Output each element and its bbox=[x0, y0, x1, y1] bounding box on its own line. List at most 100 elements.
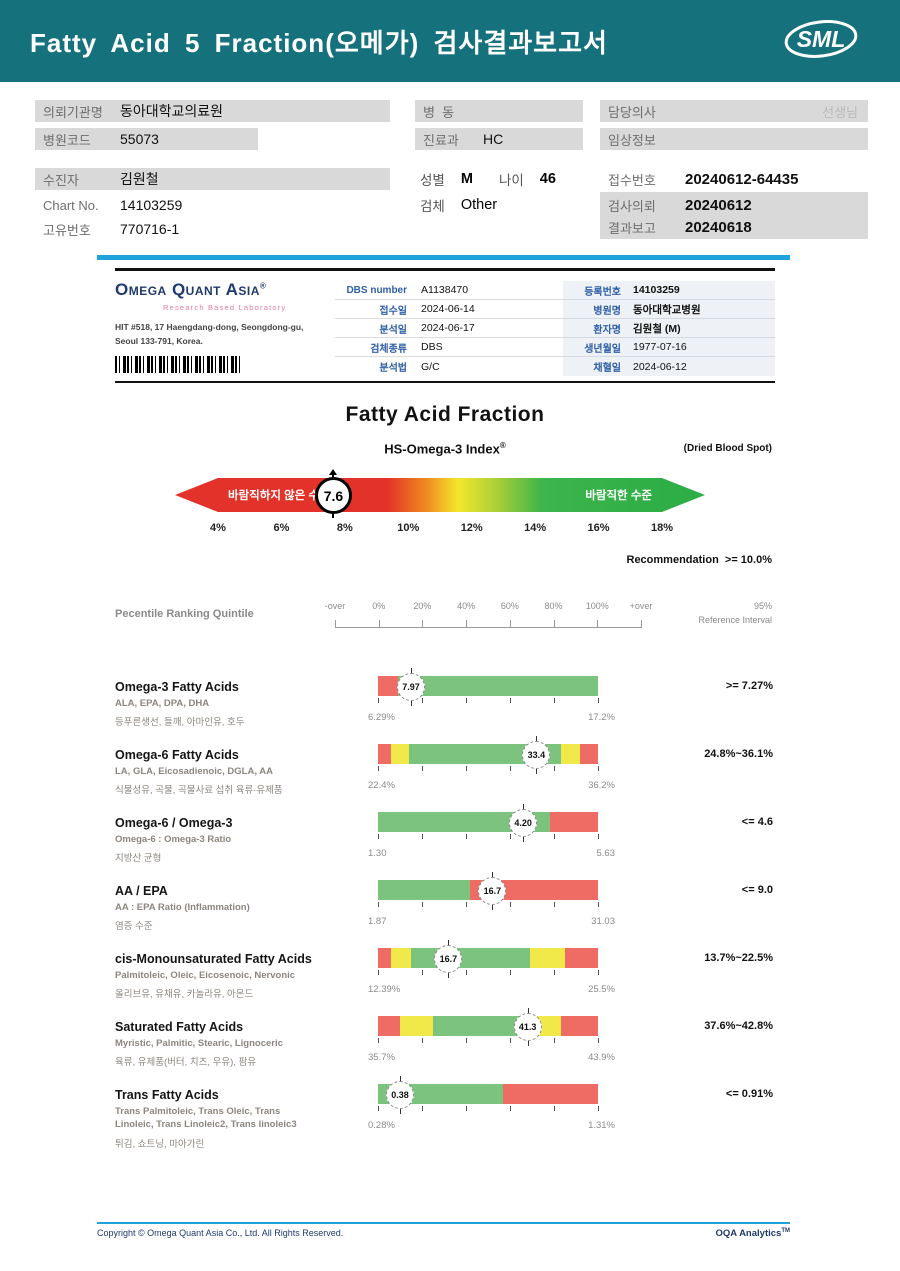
bar-segment-red bbox=[560, 1016, 598, 1036]
patient-meta-label: 등록번호 bbox=[584, 286, 621, 298]
result-row: Trans Fatty Acids Trans Palmitoleic, Tra… bbox=[115, 1076, 775, 1150]
patient-meta-label: 채혈일 bbox=[593, 363, 621, 374]
quintile-axis-label: -over bbox=[324, 601, 346, 611]
result-value: 16.7 bbox=[439, 954, 458, 964]
lab-name-regmark: ® bbox=[259, 281, 267, 291]
result-range-min: 35.7% bbox=[368, 1052, 395, 1063]
bar-tick bbox=[554, 970, 555, 975]
bar-segment-red bbox=[378, 676, 398, 696]
field-ward: 병 동 bbox=[415, 100, 583, 122]
result-name: Saturated Fatty Acids bbox=[115, 1020, 244, 1034]
result-range-max: 25.5% bbox=[588, 984, 615, 995]
bar-tick bbox=[598, 698, 599, 703]
gauge-tick-label: 8% bbox=[336, 522, 353, 534]
patient-meta-value: 동아대학교병원 bbox=[633, 303, 701, 316]
result-reference-interval: 37.6%~42.8% bbox=[704, 1020, 773, 1032]
lab-meta-value: A1138470 bbox=[421, 284, 469, 296]
result-desc-korean: 육류, 유제품(버터, 치즈, 우유), 팜유 bbox=[115, 1057, 257, 1068]
bar-segment-red bbox=[378, 1016, 400, 1036]
lab-meta-row: 접수일 2024-06-14 bbox=[335, 300, 567, 319]
field-patient: 수진자 김원철 bbox=[35, 168, 390, 190]
omega3-index-value: 7.6 bbox=[323, 487, 344, 504]
gauge-left-label: 바람직하지 않은 수준 bbox=[228, 490, 330, 502]
field-recv-no-value: 20240612-64435 bbox=[685, 170, 799, 188]
field-specimen-value: Other bbox=[460, 197, 498, 213]
card-top-rule bbox=[115, 268, 775, 271]
field-uid: 고유번호 770716-1 bbox=[35, 218, 390, 240]
lab-address-line2: Seoul 133-791, Korea. bbox=[115, 336, 203, 346]
lab-address-line1: HIT #518, 17 Haengdang-dong, Seongdong-g… bbox=[115, 322, 304, 332]
patient-meta-row: 생년월일 1977-07-16 bbox=[563, 338, 775, 357]
quintile-axis-label: 40% bbox=[457, 601, 476, 611]
field-age-value: 46 bbox=[539, 171, 556, 187]
bar-segment-yellow bbox=[529, 948, 565, 968]
marker-pin-down-icon bbox=[332, 511, 335, 518]
lab-meta-row: 분석일 2024-06-17 bbox=[335, 319, 567, 338]
bar-tick bbox=[422, 970, 423, 975]
result-range-max: 31.03 bbox=[591, 916, 615, 927]
omega3-index-gauge: 바람직하지 않은 수준 바람직한 수준 bbox=[218, 478, 662, 512]
field-report-date-label: 결과보고 bbox=[608, 220, 656, 236]
result-reference-interval: 13.7%~22.5% bbox=[704, 952, 773, 964]
bar-tick bbox=[598, 834, 599, 839]
field-patient-value: 김원철 bbox=[120, 171, 159, 187]
result-desc: LA, GLA, Eicosadienoic, DGLA, AA bbox=[115, 766, 273, 777]
result-desc-korean: 식물성유, 곡물, 곡물사료 섭취 육류·유제품 bbox=[115, 785, 283, 796]
result-bar bbox=[378, 1016, 598, 1036]
result-desc-korean: 지방산 균형 bbox=[115, 853, 162, 864]
field-org: 의뢰기관명 동아대학교의료원 bbox=[35, 100, 390, 122]
footer-copyright: Copyright © Omega Quant Asia Co., Ltd. A… bbox=[97, 1228, 344, 1238]
sml-logo-text: SML bbox=[797, 26, 846, 52]
bar-tick bbox=[510, 1038, 511, 1043]
lab-meta-row: DBS number A1138470 bbox=[335, 281, 567, 300]
field-sex-label: 성별 bbox=[420, 173, 445, 188]
field-specimen-label: 검체 bbox=[420, 199, 445, 214]
bar-tick bbox=[554, 1106, 555, 1111]
ref-interval-header-1: 95% bbox=[753, 601, 772, 611]
bar-segment-red bbox=[378, 744, 392, 764]
footer-brand-text: OQA Analytics bbox=[715, 1228, 782, 1240]
field-uid-value: 770716-1 bbox=[120, 221, 180, 237]
barcode bbox=[115, 356, 243, 373]
result-marker: 33.4 bbox=[522, 736, 551, 774]
quintile-axis-label: 80% bbox=[544, 601, 563, 611]
result-desc: Myristic, Palmitic, Stearic, Lignoceric bbox=[115, 1038, 283, 1049]
result-desc-korean: 등푸른생선, 들깨, 아마인유, 호두 bbox=[115, 717, 245, 728]
bar-tick bbox=[554, 834, 555, 839]
quintile-axis-label: 60% bbox=[500, 601, 519, 611]
bar-tick bbox=[510, 970, 511, 975]
result-row: Omega-3 Fatty Acids ALA, EPA, DPA, DHA 등… bbox=[115, 668, 775, 740]
result-name: Omega-3 Fatty Acids bbox=[115, 680, 239, 694]
lab-meta-label: 접수일 bbox=[379, 305, 407, 317]
result-range-max: 43.9% bbox=[588, 1052, 615, 1063]
field-clinical-label: 임상정보 bbox=[608, 132, 656, 148]
bar-tick bbox=[378, 766, 379, 771]
result-marker: 4.20 bbox=[509, 804, 538, 842]
result-desc: Omega-6 : Omega-3 Ratio bbox=[115, 834, 232, 845]
quintile-axis-tick bbox=[641, 620, 642, 628]
result-marker: 16.7 bbox=[434, 940, 463, 978]
lab-meta-label: 분석일 bbox=[379, 324, 407, 336]
bar-tick bbox=[466, 1106, 467, 1111]
result-range-min: 0.28% bbox=[368, 1120, 395, 1131]
result-bar bbox=[378, 948, 598, 968]
lab-meta-value: 2024-06-14 bbox=[421, 303, 475, 315]
bar-segment-green bbox=[378, 812, 550, 832]
result-row: cis-Monounsaturated Fatty Acids Palmitol… bbox=[115, 940, 775, 1012]
bar-tick bbox=[554, 1038, 555, 1043]
lab-meta-value: G/C bbox=[421, 360, 440, 373]
gauge-tick-label: 6% bbox=[273, 522, 290, 534]
result-desc: ALA, EPA, DPA, DHA bbox=[115, 698, 210, 709]
result-desc: Palmitoleic, Oleic, Eicosenoic, Nervonic bbox=[115, 970, 296, 981]
result-value: 33.4 bbox=[527, 750, 546, 760]
field-age-label: 나이 bbox=[498, 173, 524, 188]
bar-tick bbox=[554, 766, 555, 771]
patient-meta-value: 2024-06-12 bbox=[633, 360, 687, 373]
lab-meta-label: 분석법 bbox=[379, 363, 407, 374]
field-recv-no: 접수번호 20240612-64435 bbox=[600, 168, 868, 190]
quintile-axis-label: +over bbox=[629, 601, 653, 611]
field-sex-age: 성별 M 나이 46 bbox=[420, 168, 595, 190]
bar-tick bbox=[554, 902, 555, 907]
bar-segment-red bbox=[503, 1084, 598, 1104]
